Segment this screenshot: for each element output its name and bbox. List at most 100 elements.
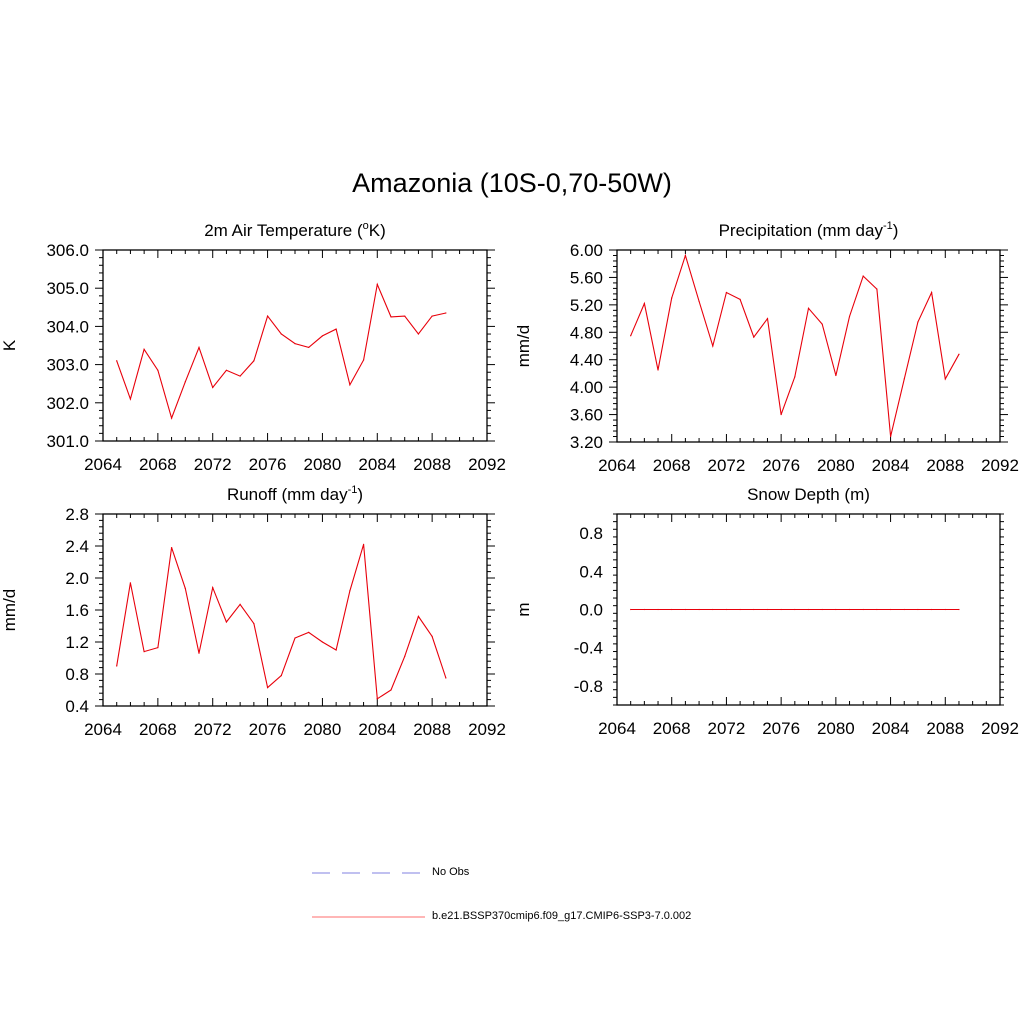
- panel-2-data-point: [698, 300, 700, 303]
- panel-3-xtick-label: 2088: [413, 720, 451, 739]
- panel-4-data-point: [739, 608, 741, 611]
- panel-4-data-point: [876, 608, 878, 611]
- panel-1-ytick-label: 304.0: [46, 317, 89, 336]
- legend-label-no-obs: No Obs: [432, 866, 470, 878]
- panel-4-title: Snow Depth (m): [747, 485, 870, 504]
- panel-2-ytick-label: 5.60: [570, 268, 603, 287]
- panel-2-xtick-label: 2064: [598, 456, 636, 475]
- panel-1-data-point: [212, 386, 214, 389]
- panel-3-data-point: [212, 587, 214, 589]
- panel-2-data-point: [958, 353, 960, 355]
- panel-1-data-point: [198, 346, 200, 349]
- panel-4-data-point: [753, 608, 755, 611]
- panel-4-ytick-label: -0.8: [574, 677, 603, 696]
- panel-4-ytick-label: -0.4: [574, 639, 603, 658]
- panel-1-ytick-label: 302.0: [46, 394, 89, 413]
- legend-label-model: b.e21.BSSP370cmip6.f09_g17.CMIP6-SSP3-7.…: [432, 910, 692, 922]
- panel-3-data-point: [198, 652, 200, 654]
- panel-4-data-point: [807, 608, 810, 611]
- panel-4-data-point: [958, 608, 960, 611]
- panel-3-data-point: [170, 547, 173, 549]
- panel-1-xtick-label: 2072: [194, 455, 232, 474]
- panel-4-xtick-label: 2076: [762, 719, 800, 738]
- panel-1-xtick-label: 2092: [468, 455, 506, 474]
- panel-3-data-point: [116, 665, 118, 667]
- panel-1-title: 2m Air Temperature (oK): [204, 220, 386, 240]
- panel-1-data-point: [390, 316, 392, 318]
- panel-2-ytick-label: 3.20: [570, 433, 603, 452]
- panel-4-ylabel: m: [514, 602, 533, 616]
- panel-1-data-point: [376, 283, 378, 285]
- panel-2-data-point: [944, 378, 946, 380]
- panel-2-data-point: [780, 413, 782, 416]
- panel-4-data-point: [917, 608, 919, 611]
- panel-2-xtick-label: 2092: [981, 456, 1019, 475]
- panel-1-data-point: [116, 360, 118, 362]
- panel-1-ylabel: K: [0, 339, 19, 351]
- panel-2-data-point: [753, 336, 755, 338]
- panel-2-xtick-label: 2084: [872, 456, 910, 475]
- panel-4-xtick-label: 2064: [598, 719, 636, 738]
- panel-3-data-point: [335, 649, 337, 651]
- panel-2-data-point: [862, 275, 864, 277]
- panel-3-data-point: [253, 623, 255, 625]
- panel-2-xtick-label: 2080: [817, 456, 855, 475]
- panel-1-data-point: [184, 381, 186, 383]
- panel-1-data-point: [280, 333, 282, 335]
- panel-3-xtick-label: 2084: [358, 720, 396, 739]
- panel-2-ytick-label: 5.20: [570, 296, 603, 315]
- panel-4-data-point: [821, 608, 823, 611]
- panel-3-title-superscript: -1: [348, 484, 358, 496]
- panel-1-data-point: [404, 315, 406, 317]
- panel-4-ytick-label: 0.4: [579, 562, 603, 581]
- panel-2-ylabel: mm/d: [514, 325, 533, 368]
- panel-3-title-main: Runoff (mm day: [227, 485, 348, 504]
- panel-4-data-point: [643, 608, 645, 611]
- panel-4-data-point: [794, 608, 796, 611]
- panel-4-ytick-label: 0.8: [579, 524, 603, 543]
- panel-2-xtick-label: 2088: [926, 456, 964, 475]
- panel-3-ytick-label: 0.8: [65, 665, 89, 684]
- panel-4-data-point: [835, 608, 837, 611]
- panel-4-data-point: [780, 608, 782, 611]
- panel-2-xtick-label: 2076: [762, 456, 800, 475]
- panel-2-title-main: Precipitation (mm day: [719, 221, 884, 240]
- panel-2-data-point: [684, 254, 686, 257]
- panel-2-ytick-label: 4.40: [570, 351, 603, 370]
- panel-1-ytick-label: 306.0: [46, 241, 89, 260]
- panel-1-xtick-label: 2084: [358, 455, 396, 474]
- panel-1-ytick-label: 303.0: [46, 356, 89, 375]
- panel-1-xtick-label: 2076: [249, 455, 287, 474]
- panel-1-title-tail: K): [369, 221, 386, 240]
- panel-1-xtick-label: 2068: [139, 455, 177, 474]
- panel-3-data-point: [239, 603, 241, 606]
- panel-3-title: Runoff (mm day-1): [227, 484, 363, 504]
- panel-3-xtick-label: 2076: [249, 720, 287, 739]
- panel-3-data-point: [225, 621, 228, 623]
- panel-4-xtick-label: 2072: [708, 719, 746, 738]
- panel-4-data-point: [684, 608, 686, 611]
- panel-4-data-point: [630, 608, 632, 611]
- panel-4-data-point: [944, 608, 946, 611]
- panel-2-data-point: [917, 321, 919, 323]
- panel-1-data-point: [239, 375, 241, 377]
- panel-2-data-point: [725, 291, 728, 294]
- panel-3-data-point: [431, 635, 433, 638]
- panel-1-data-point: [170, 417, 173, 419]
- panel-4-xtick-label: 2080: [817, 719, 855, 738]
- panel-2-xtick-label: 2068: [653, 456, 691, 475]
- panel-4-data-point: [712, 608, 714, 611]
- panel-1-data-point: [321, 335, 324, 337]
- panel-1-data-point: [417, 333, 420, 335]
- panel-3-data-point: [362, 543, 365, 546]
- panel-4-xtick-label: 2084: [872, 719, 910, 738]
- panel-2-data-point: [794, 376, 796, 378]
- panel-1-data-point: [362, 359, 365, 361]
- panel-3-data-point: [404, 655, 406, 658]
- panel-3-title-tail: ): [357, 485, 363, 504]
- panel-2-data-point: [931, 291, 933, 294]
- panel-3-xtick-label: 2092: [468, 720, 506, 739]
- panel-4-data-point: [671, 608, 673, 611]
- panel-3-data-point: [445, 677, 447, 679]
